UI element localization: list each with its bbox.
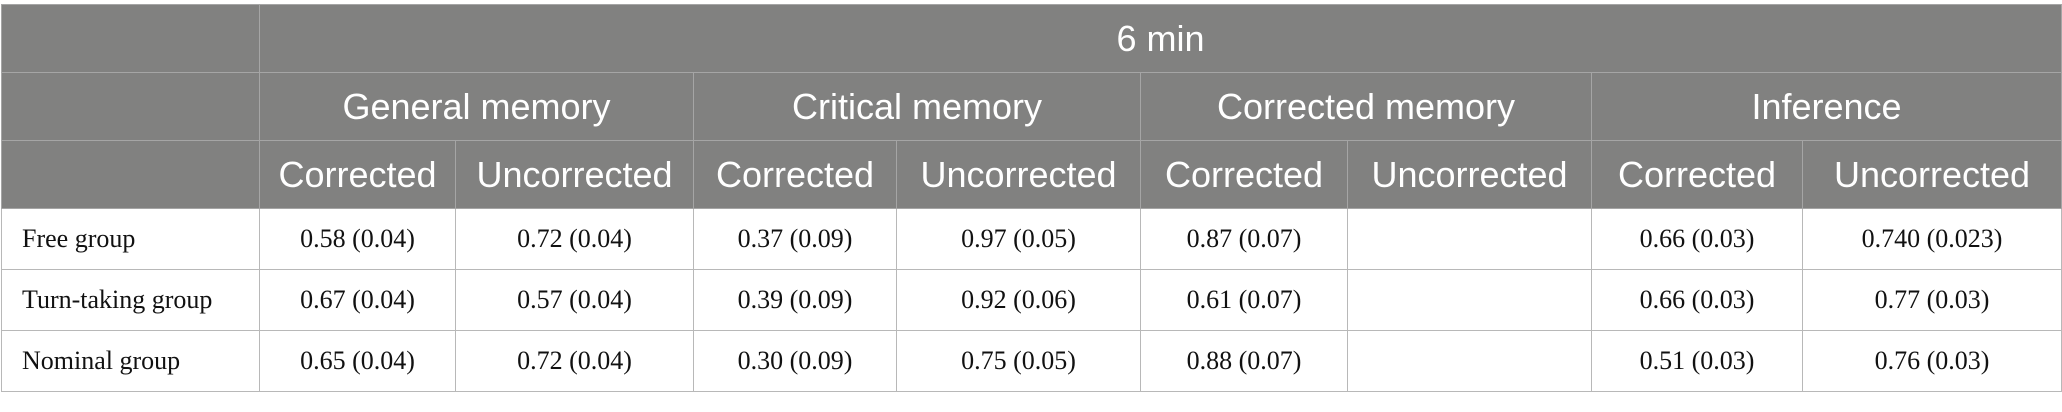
data-cell: 0.57 (0.04)	[455, 269, 694, 331]
data-cell: 0.75 (0.05)	[896, 330, 1141, 392]
data-cell: 0.51 (0.03)	[1591, 330, 1803, 392]
row-label: Free group	[1, 208, 260, 270]
data-cell: 0.67 (0.04)	[259, 269, 456, 331]
sub-header: Uncorrected	[1801, 140, 2062, 209]
sub-header: Uncorrected	[896, 140, 1141, 209]
data-cell: 0.39 (0.09)	[693, 269, 897, 331]
data-cell: 0.76 (0.03)	[1801, 330, 2062, 392]
table-body: Free group 0.58 (0.04) 0.72 (0.04) 0.37 (0.…	[1, 208, 2062, 392]
group-header: Inference	[1590, 72, 2062, 141]
data-cell: 0.30 (0.09)	[693, 330, 897, 392]
sub-header: Uncorrected	[455, 140, 694, 209]
data-row: Turn-taking group 0.67 (0.04) 0.57 (0.04) 0…	[1, 269, 2062, 331]
row-label: Turn-taking group	[1, 269, 260, 331]
corner-cell	[1, 140, 260, 209]
sub-header: Corrected	[259, 140, 456, 209]
data-cell: 0.740 (0.023)	[1801, 208, 2062, 270]
data-cell: 0.72 (0.04)	[455, 330, 694, 392]
table-header: 6 min General memory Critical memory Corre…	[1, 4, 2062, 209]
sub-header: Corrected	[693, 140, 897, 209]
sub-header: Corrected	[1140, 140, 1348, 209]
header-title: 6 min	[258, 4, 2062, 73]
group-header: General memory	[259, 72, 694, 141]
data-cell: 0.87 (0.07)	[1140, 208, 1348, 270]
group-header: Critical memory	[693, 72, 1141, 141]
sub-header: Uncorrected	[1347, 140, 1592, 209]
data-cell: 0.65 (0.04)	[259, 330, 456, 392]
data-cell: 0.58 (0.04)	[259, 208, 456, 270]
row-label: Nominal group	[1, 330, 260, 392]
data-row: Free group 0.58 (0.04) 0.72 (0.04) 0.37 (0.…	[1, 208, 2062, 270]
data-row: Nominal group 0.65 (0.04) 0.72 (0.04) 0.30 …	[1, 330, 2062, 392]
empty-cell	[1347, 269, 1592, 331]
corner-cell	[1, 4, 260, 73]
empty-cell	[1347, 330, 1592, 392]
empty-cell	[1347, 208, 1592, 270]
data-cell: 0.88 (0.07)	[1140, 330, 1348, 392]
header-row: 6 min	[1, 4, 2062, 73]
data-cell: 0.37 (0.09)	[693, 208, 897, 270]
sub-header: Corrected	[1591, 140, 1803, 209]
corner-cell	[1, 72, 260, 141]
data-cell: 0.77 (0.03)	[1801, 269, 2062, 331]
header-row: General memory Critical memory Corrected m…	[1, 72, 2062, 141]
header-row: Corrected Uncorrected Corrected Uncorrected…	[1, 140, 2062, 209]
data-cell: 0.97 (0.05)	[896, 208, 1141, 270]
data-cell: 0.92 (0.06)	[896, 269, 1141, 331]
data-cell: 0.66 (0.03)	[1591, 208, 1803, 270]
results-table: 6 min General memory Critical memory Corre…	[1, 4, 2062, 392]
group-header: Corrected memory	[1140, 72, 1592, 141]
data-cell: 0.66 (0.03)	[1591, 269, 1803, 331]
data-cell: 0.61 (0.07)	[1140, 269, 1348, 331]
data-cell: 0.72 (0.04)	[455, 208, 694, 270]
